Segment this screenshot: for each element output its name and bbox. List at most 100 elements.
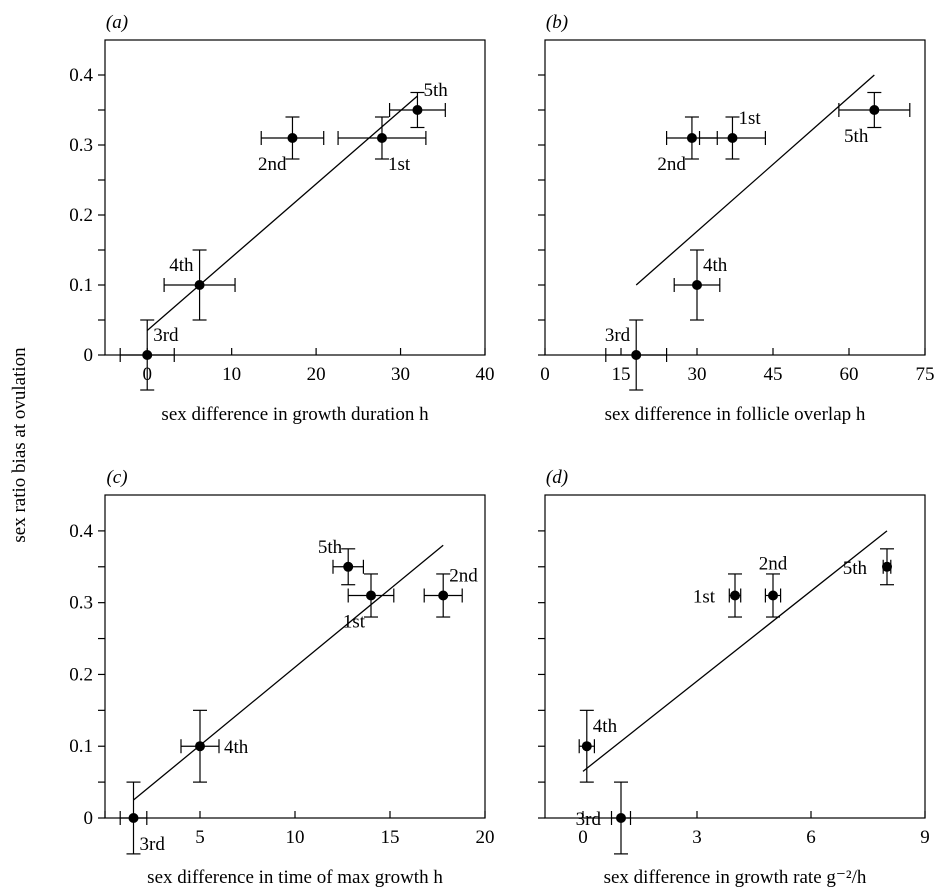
y-tick-label: 0.4 <box>69 521 93 542</box>
x-tick-label: 15 <box>381 827 400 848</box>
point-label: 3rd <box>576 809 602 830</box>
data-point-marker <box>581 741 592 752</box>
data-point-marker <box>869 105 880 115</box>
y-tick-label: 0.3 <box>69 135 93 156</box>
data-point-marker <box>412 105 423 115</box>
chart-panel-3: (c) 5 10 15 20 0 0.1 0.2 0.3 0.4 sex difference in… <box>69 467 494 888</box>
point-label: 1st <box>343 611 366 632</box>
point-label: 2nd <box>258 154 287 175</box>
x-tick-label: 15 <box>612 364 631 385</box>
data-point-1st: 1st <box>343 573 395 632</box>
data-point-marker <box>686 133 697 143</box>
data-point-marker <box>128 813 139 823</box>
point-label: 3rd <box>153 325 179 346</box>
y-tick-label: 0.2 <box>69 205 93 226</box>
data-point-marker <box>195 741 205 752</box>
point-label: 5th <box>844 126 869 147</box>
data-point-4th: 4th <box>673 249 728 321</box>
shared-ylabel: sex ratio bias at ovulation <box>9 347 30 543</box>
x-tick-label: 20 <box>476 827 495 848</box>
fit-line <box>133 544 444 801</box>
x-tick-label: 30 <box>688 364 707 385</box>
x-tick-label: 30 <box>391 364 410 385</box>
x-tick-label: 6 <box>806 827 816 848</box>
point-label: 1st <box>738 108 761 129</box>
data-point-2nd: 2nd <box>423 565 478 618</box>
data-point-marker <box>438 590 449 601</box>
x-axis-label: sex difference in growth duration h <box>161 404 429 425</box>
data-point-3rd: 3rd <box>119 781 165 855</box>
x-tick-label: 9 <box>920 827 930 848</box>
panel-label: (c) <box>106 467 127 488</box>
x-tick-label: 40 <box>476 364 495 385</box>
point-label: 1st <box>388 154 411 175</box>
plot-frame <box>544 39 926 356</box>
data-point-2nd: 2nd <box>258 116 325 175</box>
fit-line <box>635 74 875 286</box>
data-point-marker <box>366 590 376 601</box>
data-point-marker <box>343 561 354 572</box>
data-point-5th: 5th <box>843 548 894 586</box>
point-label: 1st <box>693 586 716 607</box>
x-axis-label: sex difference in time of max growth h <box>147 867 443 888</box>
data-point-5th: 5th <box>318 537 364 586</box>
panel-label: (d) <box>546 467 568 488</box>
x-tick-label: 10 <box>286 827 305 848</box>
fit-line <box>146 95 418 331</box>
x-tick-label: 5 <box>195 827 205 848</box>
data-point-marker <box>194 280 205 290</box>
data-point-2nd: 2nd <box>759 553 788 618</box>
chart-panel-4: (d) 0 3 6 9 sex difference in growth rate g⁻²… <box>538 467 930 888</box>
x-tick-label: 0 <box>578 827 588 848</box>
data-point-marker <box>730 590 740 601</box>
panel-label: (a) <box>106 12 128 33</box>
point-label: 4th <box>703 255 728 276</box>
data-point-4th: 4th <box>180 709 249 783</box>
point-label: 4th <box>224 737 249 758</box>
data-point-marker <box>616 813 626 823</box>
data-point-1st: 1st <box>337 116 427 175</box>
point-label: 4th <box>593 716 618 737</box>
plot-frame <box>104 39 486 356</box>
point-label: 3rd <box>605 325 631 346</box>
data-point-4th: 4th <box>163 249 236 321</box>
x-tick-label: 10 <box>222 364 241 385</box>
data-point-marker <box>631 350 642 360</box>
data-point-1st: 1st <box>693 573 742 618</box>
data-point-marker <box>287 133 298 143</box>
x-axis-label: sex difference in growth rate g⁻²/h <box>604 867 867 888</box>
y-tick-label: 0 <box>84 345 94 366</box>
x-tick-label: 20 <box>307 364 326 385</box>
point-label: 5th <box>843 558 868 579</box>
data-point-marker <box>142 350 153 360</box>
data-point-marker <box>727 133 738 143</box>
x-tick-label: 3 <box>692 827 702 848</box>
point-label: 5th <box>423 80 448 101</box>
data-point-1st: 1st <box>698 108 767 160</box>
data-point-3rd: 3rd <box>605 319 668 391</box>
data-point-marker <box>692 280 702 290</box>
chart-panel-2: (b) 0 15 30 45 60 75 sex difference in follicle… <box>538 12 935 425</box>
x-tick-label: 75 <box>916 364 935 385</box>
plot-frame <box>104 494 486 819</box>
data-point-marker <box>882 561 892 572</box>
plot-frame <box>544 494 926 819</box>
y-tick-label: 0.1 <box>69 275 93 296</box>
fit-line <box>582 530 888 772</box>
y-tick-label: 0 <box>84 808 94 829</box>
point-label: 4th <box>169 255 194 276</box>
point-label: 2nd <box>759 553 788 574</box>
data-point-3rd: 3rd <box>119 319 179 391</box>
y-tick-label: 0.1 <box>69 736 93 757</box>
data-point-5th: 5th <box>838 91 911 147</box>
panel-label: (b) <box>546 12 568 33</box>
x-tick-label: 45 <box>764 364 783 385</box>
point-label: 2nd <box>449 565 478 586</box>
y-tick-label: 0.3 <box>69 593 93 614</box>
y-tick-label: 0.2 <box>69 664 93 685</box>
x-axis-label: sex difference in follicle overlap h <box>605 404 866 425</box>
data-point-2nd: 2nd <box>657 116 718 175</box>
x-tick-label: 0 <box>540 364 550 385</box>
